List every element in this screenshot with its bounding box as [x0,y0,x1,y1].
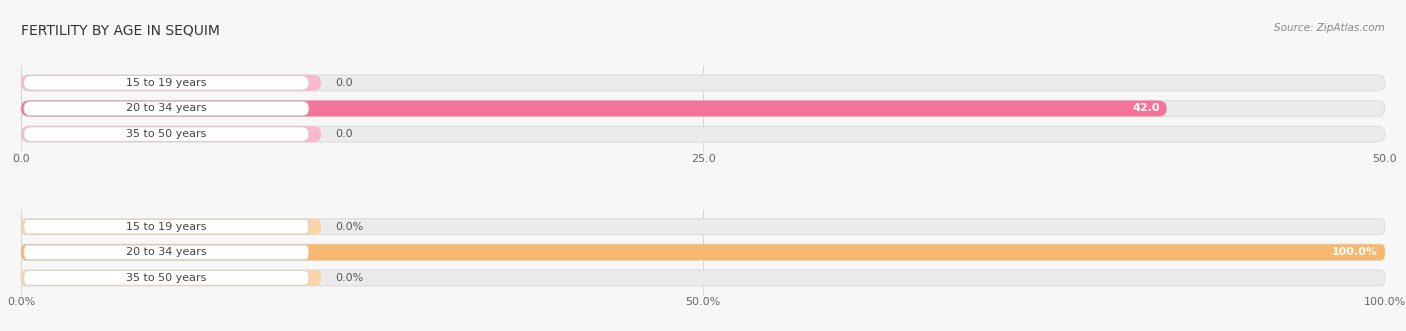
FancyBboxPatch shape [24,101,309,116]
FancyBboxPatch shape [24,245,309,260]
FancyBboxPatch shape [21,244,1385,260]
Text: 35 to 50 years: 35 to 50 years [127,273,207,283]
FancyBboxPatch shape [21,126,1385,142]
FancyBboxPatch shape [21,101,1385,117]
FancyBboxPatch shape [21,219,321,235]
Text: 100.0%: 100.0% [1331,247,1378,257]
Text: 0.0: 0.0 [335,78,353,88]
Text: 0.0%: 0.0% [335,222,363,232]
FancyBboxPatch shape [21,270,321,286]
FancyBboxPatch shape [21,75,1385,91]
Text: 42.0: 42.0 [1132,104,1160,114]
Text: 20 to 34 years: 20 to 34 years [127,247,207,257]
Text: 15 to 19 years: 15 to 19 years [127,78,207,88]
Text: FERTILITY BY AGE IN SEQUIM: FERTILITY BY AGE IN SEQUIM [21,23,219,37]
Text: 20 to 34 years: 20 to 34 years [127,104,207,114]
FancyBboxPatch shape [21,126,321,142]
FancyBboxPatch shape [24,219,309,234]
Text: 35 to 50 years: 35 to 50 years [127,129,207,139]
FancyBboxPatch shape [21,270,1385,286]
Text: 15 to 19 years: 15 to 19 years [127,222,207,232]
FancyBboxPatch shape [24,127,309,141]
FancyBboxPatch shape [21,101,1167,117]
Text: 0.0: 0.0 [335,129,353,139]
Text: 0.0%: 0.0% [335,273,363,283]
FancyBboxPatch shape [21,75,321,91]
FancyBboxPatch shape [24,76,309,90]
Text: Source: ZipAtlas.com: Source: ZipAtlas.com [1274,23,1385,33]
FancyBboxPatch shape [21,219,1385,235]
FancyBboxPatch shape [21,244,1385,260]
FancyBboxPatch shape [24,271,309,285]
